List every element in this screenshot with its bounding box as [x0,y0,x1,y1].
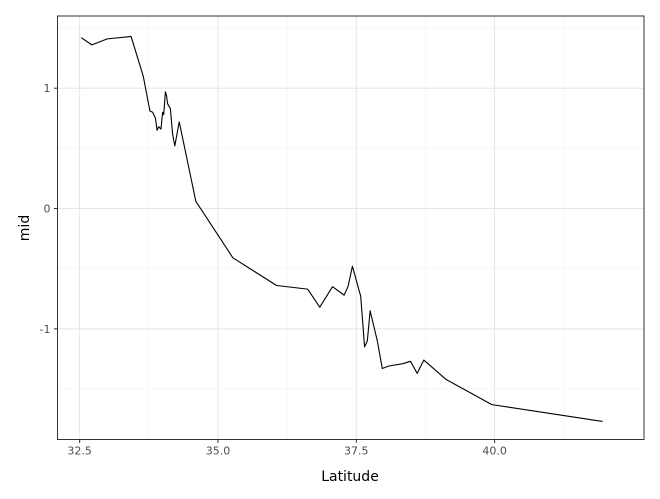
x-tick-label: 37.5 [344,445,369,458]
x-tick-label: 32.5 [67,445,92,458]
panel-border [57,15,645,440]
major-gridlines [57,16,644,440]
x-tick-label: 35.0 [206,445,231,458]
x-tick-label: 40.0 [482,445,507,458]
y-axis: 1 0 -1 [40,82,58,336]
panel-background [57,16,644,440]
y-tick-label: 0 [44,203,51,216]
x-axis: 32.5 35.0 37.5 40.0 [67,439,507,458]
series-line [80,35,603,422]
minor-gridlines [57,16,644,440]
y-tick-label: 1 [44,82,51,95]
y-axis-title: mid [17,215,33,241]
y-tick-label: -1 [40,323,51,336]
x-axis-title: Latitude [321,469,379,485]
